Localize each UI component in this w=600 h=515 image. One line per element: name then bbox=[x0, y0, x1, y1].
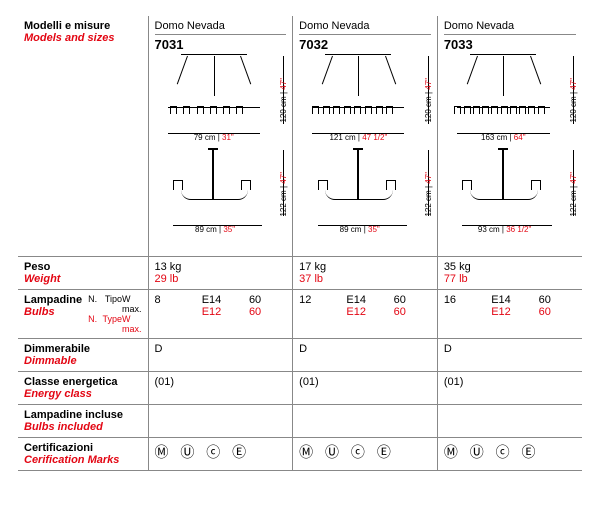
section-title-en: Models and sizes bbox=[24, 32, 142, 44]
label-en: Energy class bbox=[24, 388, 142, 400]
label-en: Dimmable bbox=[24, 355, 142, 367]
label-en: Weight bbox=[24, 273, 142, 285]
model-diagram: 120 cm | 47" 121 cm | 47 1/2" 122 cm | 4… bbox=[299, 52, 431, 252]
model-name: Domo Nevada bbox=[155, 20, 287, 35]
weight-kg: 17 kg bbox=[299, 261, 431, 273]
energy-value: (01) bbox=[437, 372, 582, 405]
model-name: Domo Nevada bbox=[299, 20, 431, 35]
spec-table: Modelli e misure Models and sizes Domo N… bbox=[18, 16, 582, 471]
label-it: Lampadine bbox=[24, 294, 82, 306]
empty-value bbox=[299, 409, 431, 431]
label-en: Bulbs bbox=[24, 306, 82, 318]
section-title-cell: Modelli e misure Models and sizes bbox=[18, 16, 148, 257]
model-diagram: 120 cm | 47" 79 cm | 31" 122 cm | 47" 89… bbox=[155, 52, 287, 252]
model-name: Domo Nevada bbox=[444, 20, 576, 35]
bulbs-w: 60 bbox=[539, 294, 576, 306]
weight-lb: 77 lb bbox=[444, 273, 576, 285]
cert-marks: Ⓜ Ⓤ ⓒ Ⓔ bbox=[148, 438, 293, 471]
weight-lb: 29 lb bbox=[155, 273, 287, 285]
model-cell-0: Domo Nevada 7031 120 cm | 47" 79 cm | 31… bbox=[148, 16, 293, 257]
label-en: Cerification Marks bbox=[24, 454, 142, 466]
cert-marks: Ⓜ Ⓤ ⓒ Ⓔ bbox=[293, 438, 438, 471]
bulbs-type: E14 bbox=[202, 294, 239, 306]
row-bulbs-included: Lampadine incluseBulbs included bbox=[18, 405, 582, 438]
bulbs-type-alt: E12 bbox=[346, 306, 383, 318]
weight-kg: 13 kg bbox=[155, 261, 287, 273]
label-it: Dimmerabile bbox=[24, 343, 142, 355]
empty-value bbox=[444, 409, 576, 431]
label-it: Lampadine incluse bbox=[24, 409, 142, 421]
dimmable-value: D bbox=[148, 339, 293, 372]
energy-value: (01) bbox=[148, 372, 293, 405]
cert-marks: Ⓜ Ⓤ ⓒ Ⓔ bbox=[437, 438, 582, 471]
dimmable-value: D bbox=[437, 339, 582, 372]
model-code: 7032 bbox=[299, 37, 431, 52]
bulbs-n: 16 bbox=[444, 294, 481, 306]
empty-value bbox=[155, 409, 287, 431]
label-it: Peso bbox=[24, 261, 142, 273]
section-title-it: Modelli e misure bbox=[24, 20, 142, 32]
bulbs-w: 60 bbox=[249, 294, 286, 306]
label-it: Classe energetica bbox=[24, 376, 142, 388]
header-row: Modelli e misure Models and sizes Domo N… bbox=[18, 16, 582, 257]
bulbs-type: E14 bbox=[346, 294, 383, 306]
bulbs-n: 12 bbox=[299, 294, 336, 306]
bulbs-w: 60 bbox=[394, 294, 431, 306]
row-weight: PesoWeight 13 kg29 lb 17 kg37 lb 35 kg77… bbox=[18, 257, 582, 290]
bulbs-type-alt: E12 bbox=[202, 306, 239, 318]
energy-value: (01) bbox=[293, 372, 438, 405]
model-cell-1: Domo Nevada 7032 120 cm | 47" 121 cm | 4… bbox=[293, 16, 438, 257]
bulbs-type-alt: E12 bbox=[491, 306, 528, 318]
model-code: 7033 bbox=[444, 37, 576, 52]
row-energy: Classe energeticaEnergy class (01) (01) … bbox=[18, 372, 582, 405]
weight-kg: 35 kg bbox=[444, 261, 576, 273]
model-cell-2: Domo Nevada 7033 120 cm | 47" 163 cm | 6… bbox=[437, 16, 582, 257]
label-it: Certificazioni bbox=[24, 442, 142, 454]
spec-sheet: Modelli e misure Models and sizes Domo N… bbox=[0, 0, 600, 487]
row-bulbs: Lampadine Bulbs N.TipoW max. N.TypeW max… bbox=[18, 290, 582, 339]
row-dimmable: DimmerabileDimmable D D D bbox=[18, 339, 582, 372]
bulbs-n: 8 bbox=[155, 294, 192, 306]
dimmable-value: D bbox=[293, 339, 438, 372]
model-diagram: 120 cm | 47" 163 cm | 64" 122 cm | 47" 9… bbox=[444, 52, 576, 252]
bulbs-w-alt: 60 bbox=[539, 306, 576, 318]
model-code: 7031 bbox=[155, 37, 287, 52]
bulbs-w-alt: 60 bbox=[249, 306, 286, 318]
bulbs-type: E14 bbox=[491, 294, 528, 306]
row-certifications: CertificazioniCerification Marks Ⓜ Ⓤ ⓒ Ⓔ… bbox=[18, 438, 582, 471]
label-en: Bulbs included bbox=[24, 421, 142, 433]
weight-lb: 37 lb bbox=[299, 273, 431, 285]
bulbs-w-alt: 60 bbox=[394, 306, 431, 318]
